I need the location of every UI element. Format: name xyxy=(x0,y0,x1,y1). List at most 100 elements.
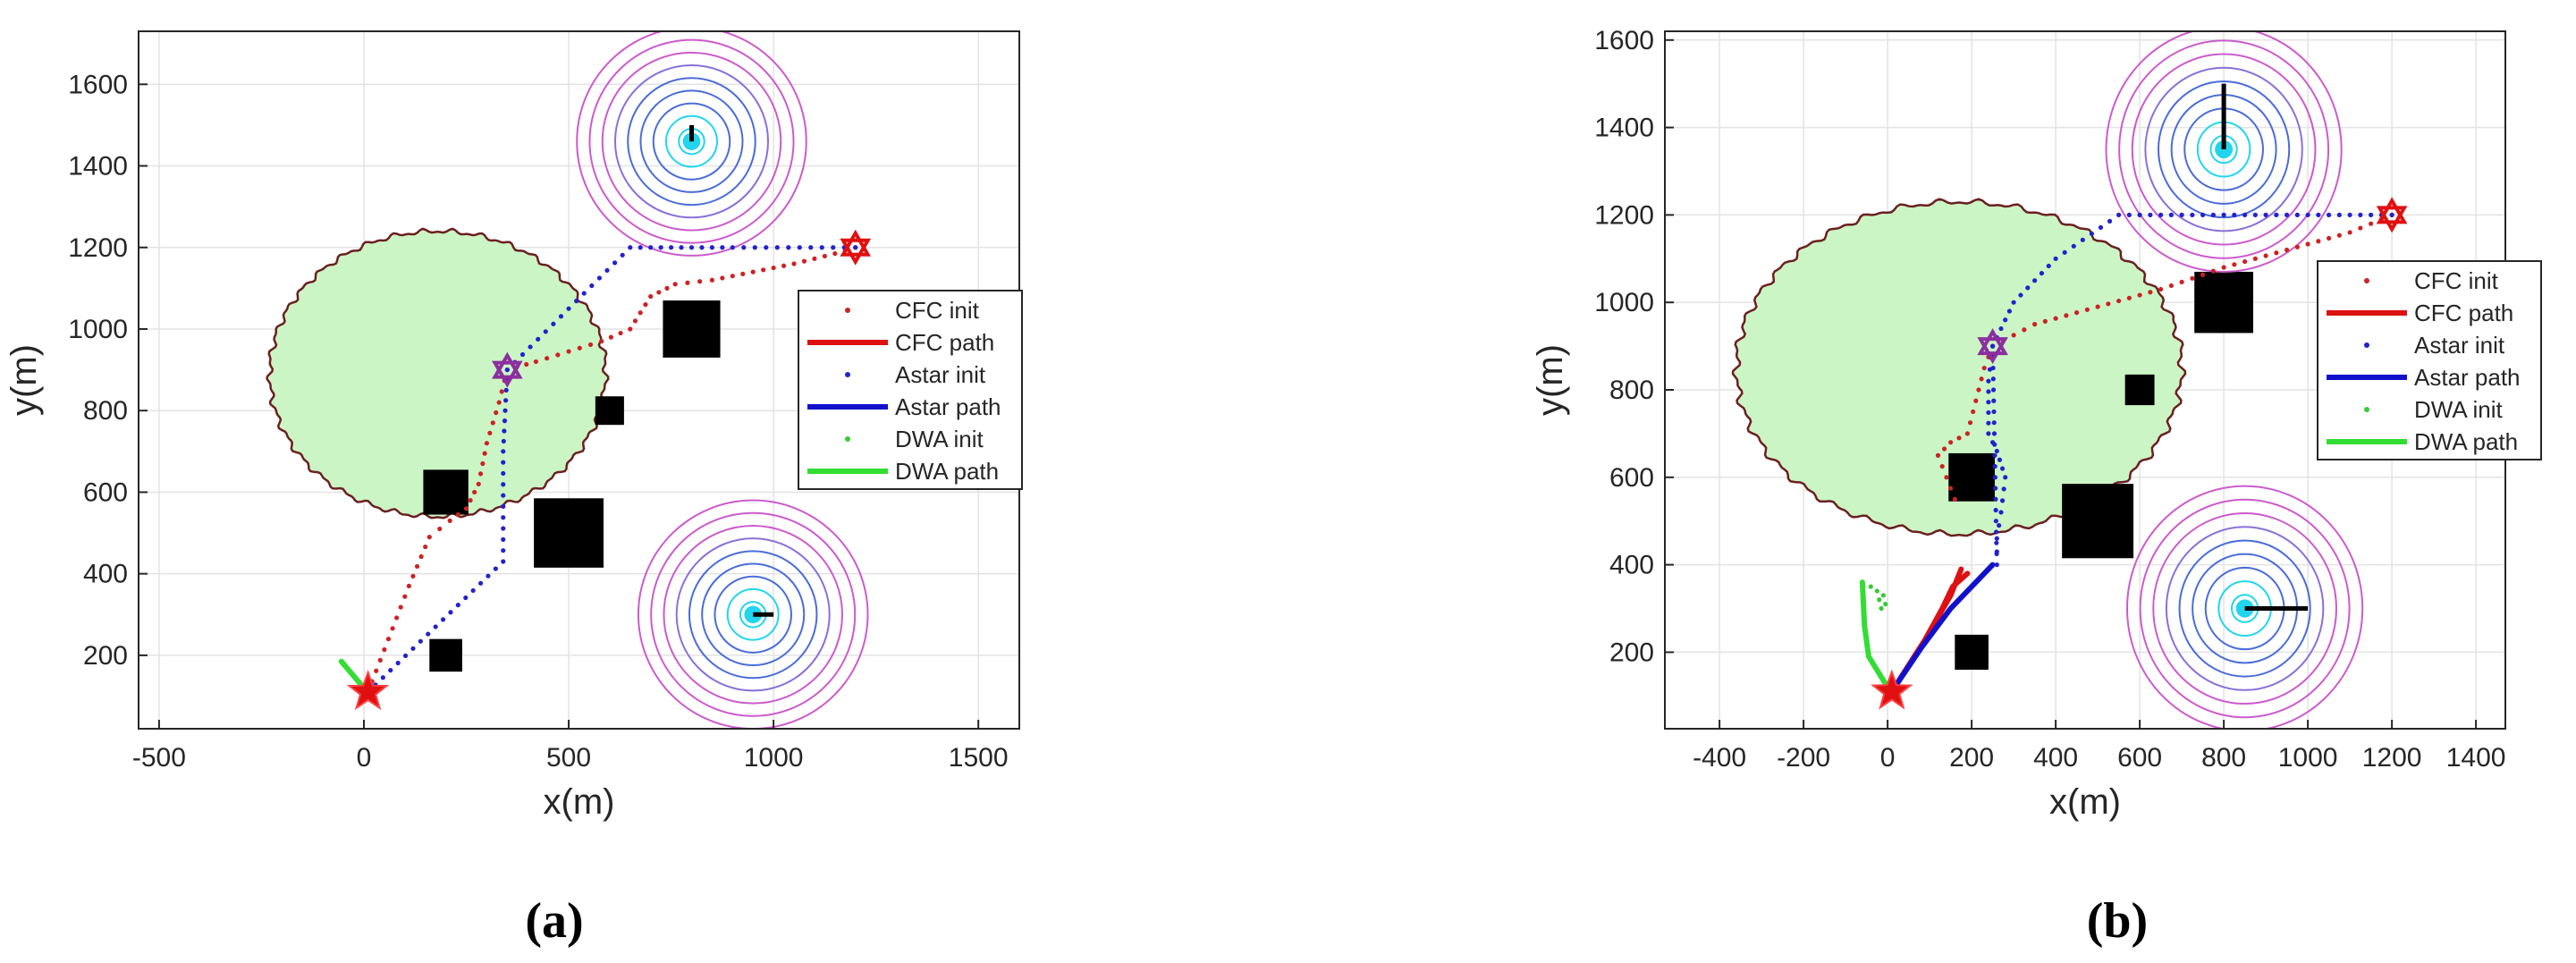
series-point xyxy=(2158,212,2164,217)
series-point xyxy=(1948,486,1954,491)
series-point xyxy=(2252,212,2258,217)
legend-swatch-dot xyxy=(845,436,850,442)
series-point xyxy=(2064,313,2069,318)
series-point xyxy=(2294,244,2300,249)
series-point xyxy=(524,361,529,367)
series-point xyxy=(380,675,385,680)
legend-label: Astar init xyxy=(895,361,986,388)
series-point xyxy=(385,637,392,642)
series-point xyxy=(1939,463,1945,469)
series-point xyxy=(2011,300,2016,305)
obstacle xyxy=(534,498,604,568)
series-point xyxy=(2032,278,2038,283)
series-point xyxy=(2074,310,2080,316)
series-point xyxy=(2039,270,2045,276)
waypoint-marker-tri-up xyxy=(1977,328,2008,356)
series-point xyxy=(730,245,735,250)
series-point xyxy=(1994,536,1999,541)
x-tick-label: 500 xyxy=(546,743,591,773)
radar-contour xyxy=(637,499,869,729)
series-point xyxy=(418,638,423,644)
obstacle xyxy=(2124,374,2155,406)
series-point xyxy=(398,604,403,610)
series-point xyxy=(2168,212,2174,217)
series-point xyxy=(455,603,460,608)
x-axis-label: x(m) xyxy=(2049,782,2121,822)
series-point xyxy=(1993,529,1999,535)
legend-swatch-dot xyxy=(845,308,850,313)
series-point xyxy=(501,482,506,487)
series-point xyxy=(566,306,571,311)
series-point xyxy=(484,441,490,446)
legend-box xyxy=(798,290,1023,490)
series-point xyxy=(2316,212,2321,217)
series-point xyxy=(1998,325,2004,332)
series-point xyxy=(1973,398,1979,403)
series-point xyxy=(536,336,541,342)
radar-contour xyxy=(2126,485,2364,729)
series-point xyxy=(1986,410,1991,416)
series-point xyxy=(2274,250,2279,256)
series-point xyxy=(406,583,411,588)
obstacle xyxy=(595,396,624,426)
series-point xyxy=(2263,253,2268,258)
series-point xyxy=(628,326,633,332)
series-point xyxy=(543,329,548,334)
series-point xyxy=(2116,298,2122,304)
series-point xyxy=(470,587,476,594)
series-point xyxy=(533,359,538,365)
goal-marker-tri-down xyxy=(2376,206,2408,233)
series-point xyxy=(685,280,690,285)
start-marker xyxy=(1871,669,1913,710)
series-point xyxy=(1964,431,1970,436)
x-axis-label: x(m) xyxy=(544,782,615,822)
series-point xyxy=(1994,551,1999,556)
series-point xyxy=(581,291,587,296)
series-point xyxy=(2347,212,2352,217)
radar-contour xyxy=(2165,526,2325,691)
series-point xyxy=(1990,343,1996,349)
series-point xyxy=(596,275,603,281)
series-point xyxy=(1979,376,1984,382)
series-point xyxy=(608,334,613,340)
series-point xyxy=(490,420,495,426)
series-point xyxy=(1981,365,1987,371)
series-point xyxy=(2046,263,2051,269)
series-point xyxy=(1986,378,1991,384)
series-point xyxy=(632,318,638,324)
series-point xyxy=(672,282,678,287)
series-point xyxy=(455,511,460,518)
legend-label: DWA init xyxy=(2414,396,2503,423)
series-point xyxy=(1991,420,1997,426)
series-point xyxy=(2168,283,2174,289)
series-point xyxy=(1993,519,1998,524)
series-point xyxy=(750,269,756,275)
series-point xyxy=(2022,327,2027,333)
series-point xyxy=(501,548,506,553)
series-point xyxy=(781,263,787,268)
obstacle xyxy=(429,638,462,672)
series-point xyxy=(427,535,432,540)
series-point xyxy=(587,342,594,348)
x-tick-label: -200 xyxy=(1777,743,1830,773)
series-point xyxy=(2221,265,2226,270)
series-point xyxy=(566,349,571,354)
series-point xyxy=(377,657,383,663)
series-point xyxy=(2053,256,2058,261)
series-point xyxy=(558,314,564,319)
legend-label: CFC init xyxy=(895,297,980,324)
series-point xyxy=(447,518,452,523)
y-tick-label: 1400 xyxy=(1594,114,1654,143)
series-point xyxy=(764,245,769,250)
obstacle xyxy=(2194,271,2253,334)
obstacle xyxy=(1955,634,1989,670)
series-point xyxy=(2126,295,2132,300)
radar-contour xyxy=(2118,39,2330,259)
series-line xyxy=(338,658,367,691)
series-point xyxy=(2274,212,2279,217)
series-point xyxy=(658,245,663,250)
series-point xyxy=(1941,446,1947,452)
x-tick-label: 1400 xyxy=(2446,743,2506,773)
series-point xyxy=(2369,212,2374,217)
series-point xyxy=(2232,212,2237,217)
